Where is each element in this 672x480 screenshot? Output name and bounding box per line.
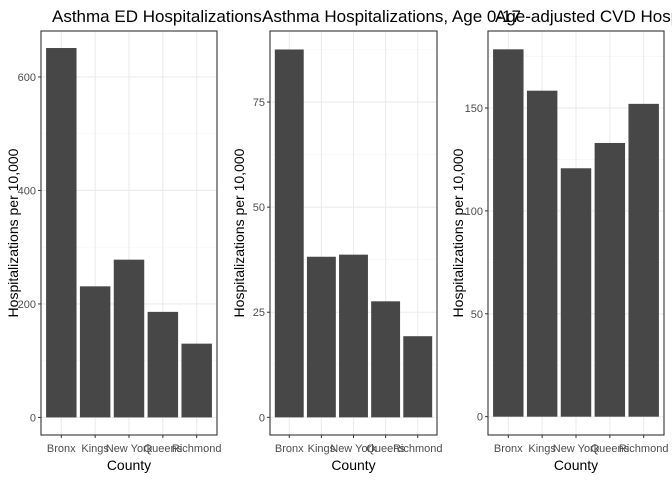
y-tick-label: 400 xyxy=(18,185,36,197)
bar-queens xyxy=(147,311,179,418)
x-tick-label: Queens xyxy=(366,443,405,455)
bar-new-york xyxy=(113,259,145,418)
bar-richmond xyxy=(403,336,433,418)
y-tick-label: 50 xyxy=(253,202,265,214)
bar-richmond xyxy=(181,343,212,418)
y-tick-label: 25 xyxy=(253,307,265,319)
x-tick-label: Kings xyxy=(528,443,556,455)
x-tick-label: New York xyxy=(553,443,600,455)
bar-kings xyxy=(526,90,558,417)
y-axis-title: Hospitalizations per 10,000 xyxy=(5,148,21,317)
bar-richmond xyxy=(628,103,659,417)
y-tick-label: 600 xyxy=(18,72,36,84)
bar-kings xyxy=(79,286,111,418)
bar-new-york xyxy=(339,254,368,418)
x-axis-title: County xyxy=(554,457,598,473)
x-axis-title: County xyxy=(107,457,151,473)
bar-queens xyxy=(371,301,401,418)
bar-bronx xyxy=(46,48,77,418)
y-tick-label: 50 xyxy=(471,309,483,321)
x-tick-label: Kings xyxy=(81,443,109,455)
x-tick-label: Bronx xyxy=(494,443,523,455)
x-tick-label: Richmond xyxy=(393,443,443,455)
x-tick-label: Richmond xyxy=(619,443,669,455)
bar-bronx xyxy=(493,49,524,417)
bar-new-york xyxy=(560,168,592,417)
x-tick-label: Queens xyxy=(144,443,183,455)
bar-queens xyxy=(594,142,626,417)
x-tick-label: New York xyxy=(106,443,153,455)
chart-title: Age-adjusted CVD Hospitalizations xyxy=(495,7,672,26)
y-axis-title: Hospitalizations per 10,000 xyxy=(231,148,247,317)
x-tick-label: Richmond xyxy=(172,443,222,455)
y-tick-label: 0 xyxy=(477,412,483,424)
x-tick-label: New York xyxy=(330,443,377,455)
y-tick-label: 150 xyxy=(465,103,483,115)
x-tick-label: Kings xyxy=(308,443,336,455)
y-tick-label: 100 xyxy=(465,206,483,218)
y-tick-label: 75 xyxy=(253,97,265,109)
y-tick-label: 0 xyxy=(259,412,265,424)
bar-bronx xyxy=(274,49,304,418)
x-tick-label: Bronx xyxy=(47,443,76,455)
bar-kings xyxy=(306,256,336,418)
y-axis-title: Hospitalizations per 10,000 xyxy=(450,148,466,317)
x-axis-title: County xyxy=(331,457,375,473)
y-tick-label: 200 xyxy=(18,299,36,311)
x-tick-label: Bronx xyxy=(275,443,304,455)
y-tick-label: 0 xyxy=(30,412,36,424)
chart-title: Asthma ED Hospitalizations xyxy=(52,7,262,26)
chart-title: Asthma Hospitalizations, Age 0-17 xyxy=(262,7,521,26)
x-tick-label: Queens xyxy=(591,443,630,455)
